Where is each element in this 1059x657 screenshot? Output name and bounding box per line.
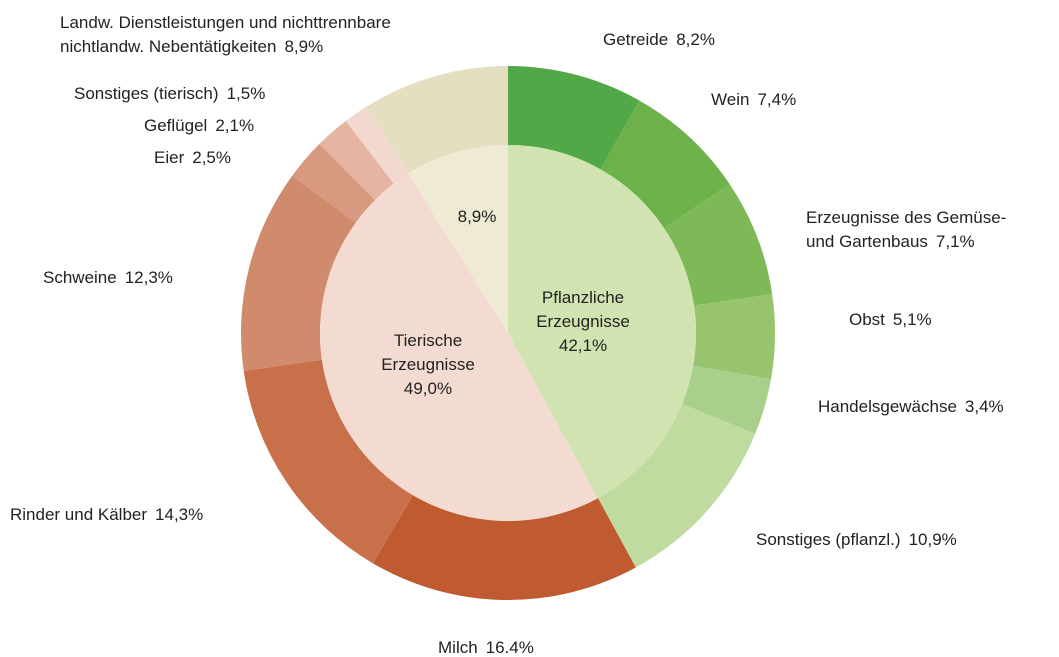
outer-label: Erzeugnisse des Gemüse- und Gartenbaus 7,…	[806, 206, 1006, 254]
outer-segment	[597, 404, 756, 568]
outer-segment	[682, 365, 771, 434]
value-label: 5,1%	[892, 310, 932, 329]
outer-label: Handelsgewächse 3,4%	[818, 395, 1004, 419]
outer-segment	[243, 359, 413, 564]
outer-label: Milch 16.4%	[438, 636, 534, 657]
label-name: Schweine	[43, 268, 117, 287]
outer-label: Geflügel 2,1%	[144, 114, 254, 138]
outer-label: Sonstiges (tierisch) 1,5%	[74, 82, 265, 106]
label-name: Erzeugnisse des Gemüse- und Gartenbaus	[806, 208, 1007, 251]
outer-label: Rinder und Kälber 14,3%	[10, 503, 203, 527]
label-name: Wein	[711, 90, 750, 109]
outer-segment	[664, 184, 773, 306]
label-name: Obst	[849, 310, 885, 329]
value-label: 10,9%	[908, 530, 957, 549]
value-label: 49,0%	[403, 379, 453, 398]
value-label: 1,5%	[226, 84, 266, 103]
outer-label: Eier 2,5%	[154, 146, 231, 170]
label-name: Sonstiges (pflanzl.)	[756, 530, 901, 549]
label-name: Tierische Erzeugnisse	[381, 331, 475, 374]
outer-segment	[241, 175, 357, 371]
value-label: 14,3%	[155, 505, 204, 524]
label-name: Rinder und Kälber	[10, 505, 148, 524]
value-label: 2,1%	[215, 116, 255, 135]
label-name: Handelsgewächse	[818, 397, 957, 416]
value-label: 8,9%	[457, 207, 497, 226]
value-label: 12,3%	[124, 268, 173, 287]
outer-segment	[345, 106, 409, 184]
value-label: 8,9%	[284, 37, 324, 56]
outer-label: Getreide 8,2%	[603, 28, 715, 52]
outer-segment	[319, 120, 394, 200]
label-name: Milch	[438, 638, 478, 657]
inner-label: 8,9%	[458, 205, 497, 229]
outer-segment	[600, 100, 730, 229]
label-name: Geflügel	[144, 116, 208, 135]
label-name: Landw. Dienstleistungen und nichttrennba…	[60, 13, 391, 56]
outer-segment	[693, 294, 775, 380]
label-name: Eier	[154, 148, 185, 167]
value-label: 7,1%	[935, 232, 975, 251]
inner-segment	[408, 145, 508, 333]
value-label: 2,5%	[192, 148, 231, 167]
inner-segment	[508, 145, 696, 499]
value-label: 7,4%	[757, 90, 797, 109]
inner-label: Pflanzliche Erzeugnisse 42,1%	[536, 286, 630, 358]
value-label: 8,2%	[676, 30, 715, 49]
outer-label: Sonstiges (pflanzl.) 10,9%	[756, 528, 957, 552]
outer-label: Landw. Dienstleistungen und nichttrennba…	[60, 11, 391, 59]
value-label: 16.4%	[485, 638, 534, 657]
label-name: Pflanzliche Erzeugnisse	[536, 288, 630, 331]
outer-segment	[372, 495, 636, 600]
value-label: 3,4%	[964, 397, 1004, 416]
outer-segment	[292, 144, 376, 223]
value-label: 42,1%	[558, 336, 608, 355]
inner-label: Tierische Erzeugnisse 49,0%	[381, 329, 475, 401]
outer-label: Obst 5,1%	[849, 308, 932, 332]
outer-segment	[366, 66, 508, 174]
outer-label: Wein 7,4%	[711, 88, 796, 112]
outer-label: Schweine 12,3%	[43, 266, 173, 290]
inner-segment	[320, 173, 598, 521]
label-name: Sonstiges (tierisch)	[74, 84, 219, 103]
label-name: Getreide	[603, 30, 669, 49]
outer-segment	[508, 66, 640, 170]
